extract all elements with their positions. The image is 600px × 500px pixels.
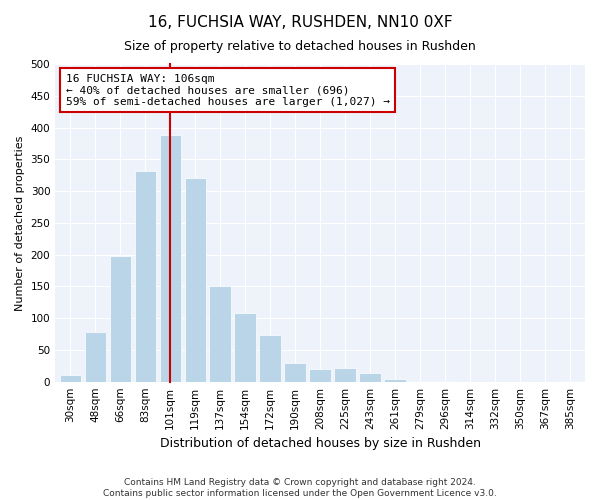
Bar (85, 332, 106, 382)
Bar (110, 256, 131, 382)
Bar (310, 369, 331, 382)
Bar (334, 368, 356, 382)
Text: 16 FUCHSIA WAY: 106sqm
← 40% of detached houses are smaller (696)
59% of semi-de: 16 FUCHSIA WAY: 106sqm ← 40% of detached… (66, 74, 390, 106)
Bar (209, 286, 231, 382)
Bar (559, 381, 581, 382)
Y-axis label: Number of detached properties: Number of detached properties (15, 135, 25, 310)
Bar (409, 381, 431, 382)
Bar (160, 135, 181, 382)
Bar (185, 178, 206, 382)
X-axis label: Distribution of detached houses by size in Rushden: Distribution of detached houses by size … (160, 437, 481, 450)
Bar (259, 336, 281, 382)
Text: Size of property relative to detached houses in Rushden: Size of property relative to detached ho… (124, 40, 476, 53)
Bar (359, 373, 380, 382)
Text: Contains HM Land Registry data © Crown copyright and database right 2024.
Contai: Contains HM Land Registry data © Crown c… (103, 478, 497, 498)
Bar (434, 381, 455, 382)
Bar (284, 362, 306, 382)
Text: 16, FUCHSIA WAY, RUSHDEN, NN10 0XF: 16, FUCHSIA WAY, RUSHDEN, NN10 0XF (148, 15, 452, 30)
Bar (385, 378, 406, 382)
Bar (134, 170, 156, 382)
Bar (59, 376, 81, 382)
Bar (235, 313, 256, 382)
